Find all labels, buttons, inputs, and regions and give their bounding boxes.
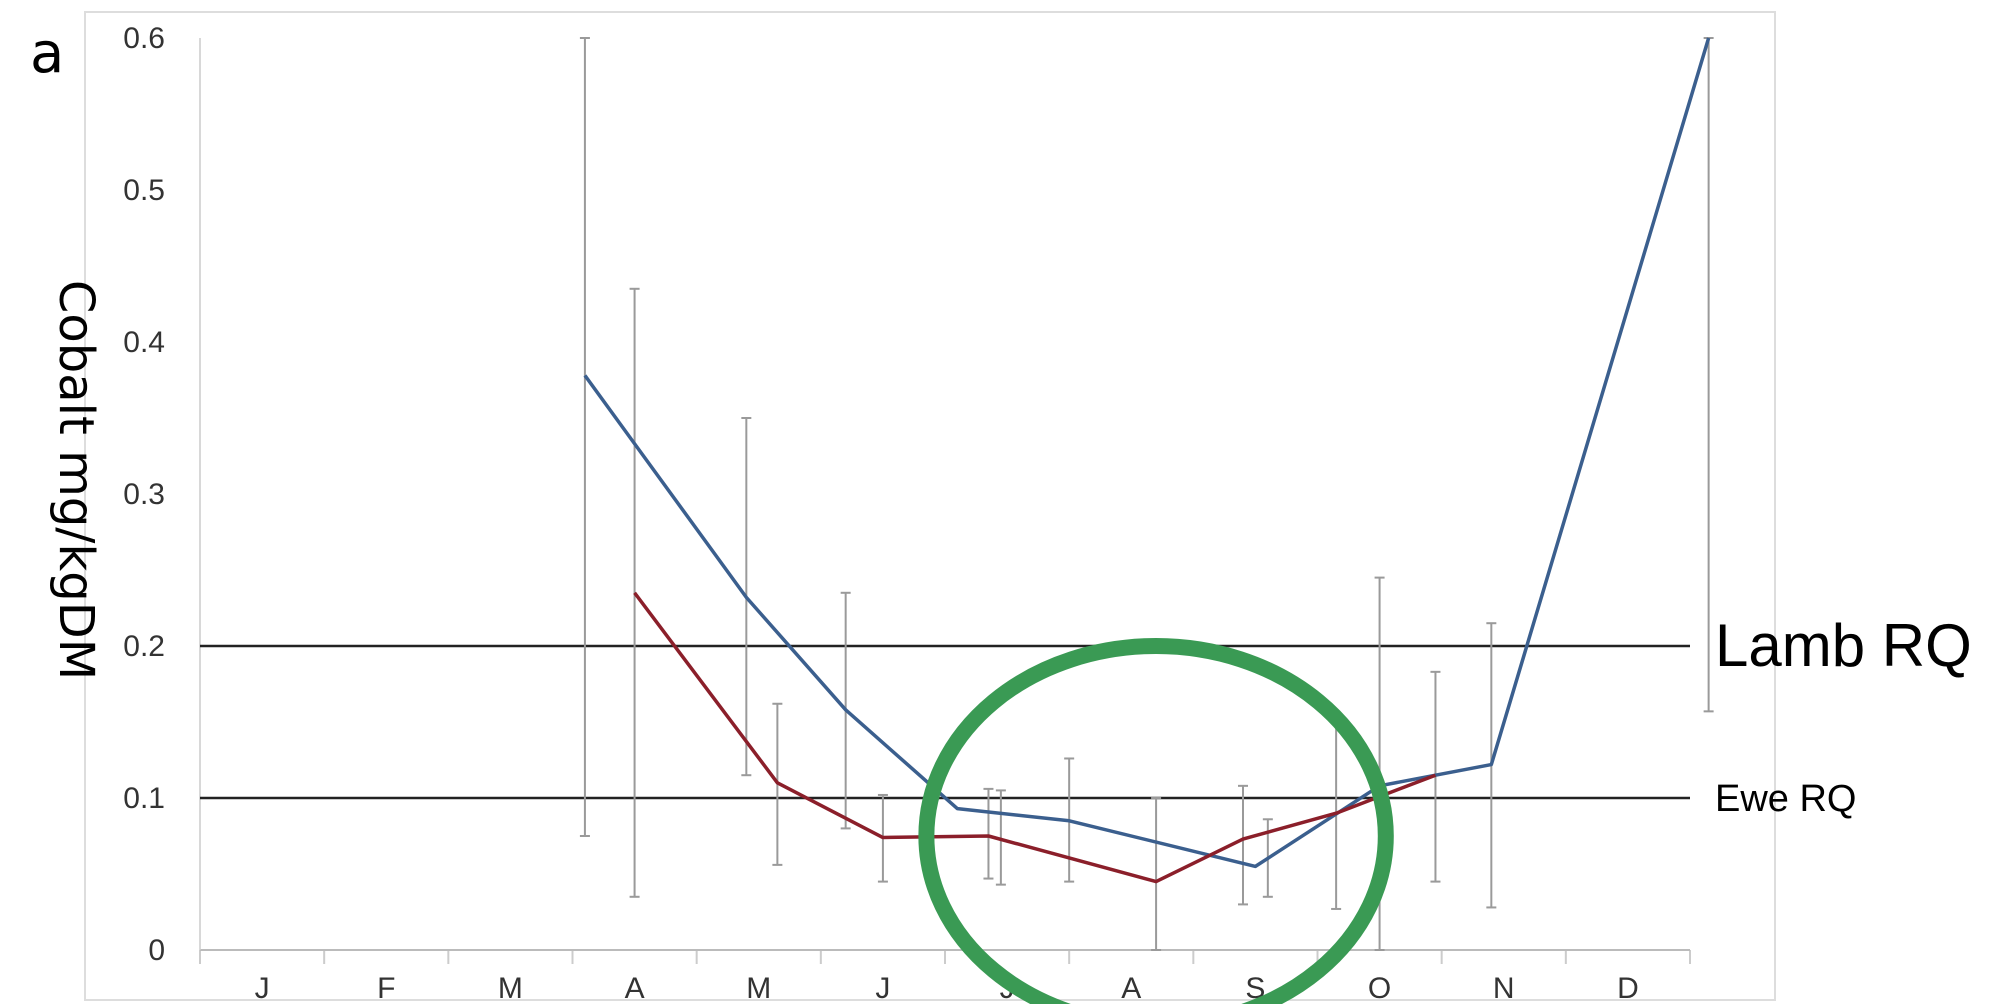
x-tick-label: M (746, 972, 771, 1004)
y-axis-label: Cobalt mg/kgDM (48, 280, 104, 680)
lamb-rq-label: Lamb RQ (1715, 612, 1972, 679)
highlight-ellipse (918, 638, 1394, 1004)
y-tick-label: 0.6 (123, 22, 165, 55)
x-tick-label: F (377, 972, 395, 1004)
y-tick-label: 0 (148, 934, 165, 967)
x-tick-label: S (1245, 972, 1265, 1004)
x-tick-label: O (1368, 972, 1391, 1004)
y-tick-label: 0.4 (123, 326, 165, 359)
y-ticks: 0 0.1 0.2 0.3 0.4 0.5 0.6 (123, 22, 165, 967)
y-tick-label: 0.3 (123, 478, 165, 511)
series-line-red (633, 591, 1437, 884)
x-tick-label: J (875, 972, 890, 1004)
series-lines (583, 37, 1711, 884)
x-tick-label: D (1617, 972, 1639, 1004)
plot-frame (84, 11, 1776, 1001)
x-tick-label: A (625, 972, 645, 1004)
x-tick-label: N (1493, 972, 1515, 1004)
x-tick-label: M (498, 972, 523, 1004)
y-tick-label: 0.1 (123, 782, 165, 815)
month-separators (199, 950, 1691, 964)
error-bars (579, 37, 1714, 951)
x-tick-label: A (1121, 972, 1141, 1004)
highlight-annotation (918, 638, 1394, 1004)
series-line-blue (583, 37, 1711, 869)
x-tick-label: J (255, 972, 270, 1004)
panel-label: a (30, 21, 64, 86)
y-tick-label: 0.5 (123, 174, 165, 207)
y-tick-label: 0.2 (123, 630, 165, 663)
reference-lines: Lamb RQ Ewe RQ (200, 612, 1972, 820)
ewe-rq-label: Ewe RQ (1715, 778, 1856, 820)
